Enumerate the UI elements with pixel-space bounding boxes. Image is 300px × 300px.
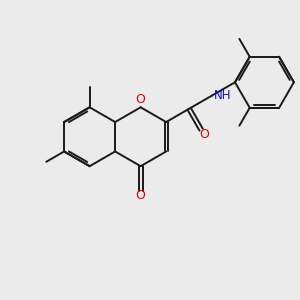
Text: O: O: [199, 128, 209, 141]
Text: NH: NH: [214, 89, 231, 102]
Text: O: O: [135, 93, 145, 106]
Text: O: O: [136, 189, 146, 202]
